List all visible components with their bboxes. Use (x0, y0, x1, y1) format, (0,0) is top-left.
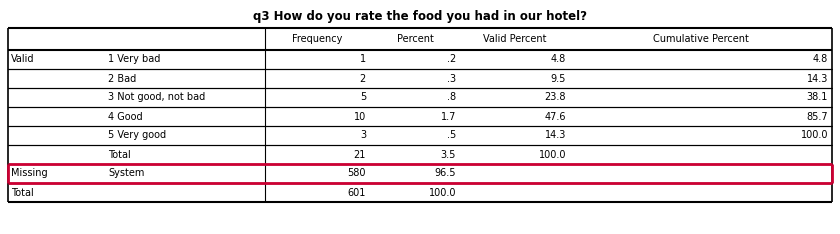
Text: 23.8: 23.8 (544, 92, 566, 102)
Text: .2: .2 (447, 55, 456, 65)
Text: System: System (108, 168, 144, 179)
Text: Total: Total (108, 150, 131, 160)
Text: 47.6: 47.6 (544, 111, 566, 121)
Text: 85.7: 85.7 (806, 111, 828, 121)
Text: 100.0: 100.0 (801, 131, 828, 140)
Text: 100.0: 100.0 (538, 150, 566, 160)
Text: 38.1: 38.1 (806, 92, 828, 102)
Text: Valid: Valid (11, 55, 34, 65)
Text: Percent: Percent (396, 34, 433, 44)
Text: 3.5: 3.5 (441, 150, 456, 160)
Text: 3: 3 (360, 131, 366, 140)
Text: 5: 5 (360, 92, 366, 102)
Text: 4.8: 4.8 (551, 55, 566, 65)
Text: 3 Not good, not bad: 3 Not good, not bad (108, 92, 205, 102)
Text: q3 How do you rate the food you had in our hotel?: q3 How do you rate the food you had in o… (253, 10, 587, 23)
Text: 1 Very bad: 1 Very bad (108, 55, 160, 65)
Text: 14.3: 14.3 (544, 131, 566, 140)
Text: 1: 1 (360, 55, 366, 65)
Text: 2 Bad: 2 Bad (108, 73, 136, 84)
Text: 1.7: 1.7 (441, 111, 456, 121)
Text: 2: 2 (360, 73, 366, 84)
Text: 14.3: 14.3 (806, 73, 828, 84)
Text: 10: 10 (354, 111, 366, 121)
Text: 21: 21 (354, 150, 366, 160)
Text: 580: 580 (348, 168, 366, 179)
Text: Missing: Missing (11, 168, 48, 179)
Text: 100.0: 100.0 (428, 187, 456, 197)
Text: Frequency: Frequency (292, 34, 343, 44)
Text: Total: Total (11, 187, 34, 197)
Text: 5 Very good: 5 Very good (108, 131, 166, 140)
Text: Cumulative Percent: Cumulative Percent (653, 34, 749, 44)
Text: 96.5: 96.5 (434, 168, 456, 179)
Text: 9.5: 9.5 (551, 73, 566, 84)
Text: 4 Good: 4 Good (108, 111, 143, 121)
Text: .5: .5 (447, 131, 456, 140)
Text: 4.8: 4.8 (813, 55, 828, 65)
Text: Valid Percent: Valid Percent (483, 34, 547, 44)
Text: .3: .3 (447, 73, 456, 84)
Text: 601: 601 (348, 187, 366, 197)
Text: .8: .8 (447, 92, 456, 102)
